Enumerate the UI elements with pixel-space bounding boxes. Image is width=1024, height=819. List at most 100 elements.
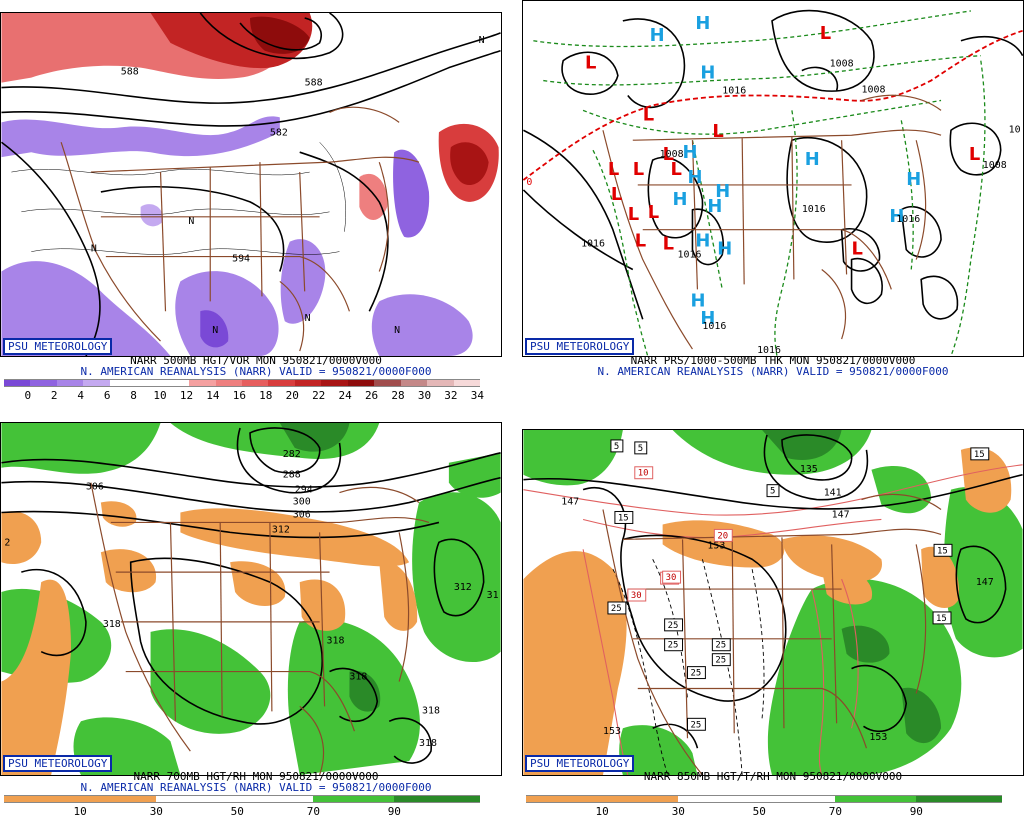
map-700mb: 282 288 294 300 306 312 306 312 318 318 … — [0, 422, 502, 776]
colorbar-tick-label: 10 — [153, 389, 167, 402]
panel-500mb-vorticity: 582 588 594 588 N N N N N N PSU METEOROL… — [0, 0, 512, 409]
temperature-label: 15 — [974, 450, 985, 460]
map-850mb: 147 135 141 147 153 147 153 153 5 5 5 10 15 1… — [522, 429, 1024, 776]
isobar-label: 10 — [1009, 124, 1021, 135]
map-850mb-graphic: 147 135 141 147 153 147 153 153 5 5 5 10 15 1… — [523, 430, 1023, 775]
temperature-label: 10 — [638, 469, 649, 479]
isobar-label: 0 — [526, 177, 532, 188]
low-symbol: L — [628, 204, 639, 225]
height-label: 153 — [603, 726, 621, 737]
height-label: 147 — [832, 509, 850, 520]
high-symbol: H — [695, 231, 710, 252]
vorticity-n-label-4: N — [91, 244, 97, 255]
colorbar-segment — [156, 795, 314, 803]
colorbar-tick-label: 32 — [444, 389, 458, 402]
temperature-box — [664, 618, 684, 632]
colorbar-tick-label: 50 — [230, 805, 244, 818]
colorbar-segment — [400, 379, 428, 387]
low-symbol: L — [663, 234, 674, 255]
colorbar-tick-label: 0 — [24, 389, 32, 402]
temperature-label: 5 — [638, 444, 643, 454]
high-symbol: H — [695, 13, 710, 34]
temperature-box — [664, 638, 684, 652]
panel-caption-product: NARR PRS/1000-500MB THK MON 950821/0000V… — [630, 354, 916, 367]
colorbar-segment — [4, 795, 157, 803]
colorbar-segment — [313, 795, 395, 803]
isobar-label: 1016 — [678, 250, 702, 261]
panel-caption-product: NARR 700MB HGT/RH MON 950821/0000V000 — [133, 770, 379, 783]
temperature-label: 15 — [936, 614, 947, 624]
map-700mb-graphic: 282 288 294 300 306 312 306 312 318 318 … — [1, 423, 501, 775]
height-label: 312 — [454, 582, 472, 593]
colorbar-tick-label: 26 — [364, 389, 379, 402]
high-symbol: H — [889, 206, 904, 227]
isobar-label: 1016 — [896, 214, 920, 225]
temperature-box — [970, 447, 990, 461]
colorbar-tick-label: 90 — [909, 805, 923, 818]
colorbar-segment — [427, 379, 454, 387]
colorbar-segment — [916, 795, 1002, 803]
colorbar-segment — [374, 379, 401, 387]
colorbar-labels: 0 2 4 6 8 10 12 14 16 18 20 22 24 26 28 30 32 34 — [4, 389, 483, 402]
height-label: 306 — [86, 482, 104, 493]
vorticity-n-label-5: N — [212, 325, 218, 336]
high-symbol: H — [683, 142, 698, 163]
isobar-label: 1008 — [660, 149, 684, 160]
isobar-label: 1016 — [702, 321, 726, 332]
low-symbol: L — [633, 159, 644, 180]
height-label: 318 — [327, 636, 345, 647]
colorbar-tick-label: 20 — [285, 389, 299, 402]
height-label: 147 — [976, 577, 994, 588]
temperature-label: 25 — [611, 604, 622, 614]
panel-caption-product: NARR 850MB HGT/T/RH MON 950821/0000V000 — [643, 770, 903, 783]
colorbar-tick-label: 22 — [312, 389, 326, 402]
colorbar-tick-label: 10 — [73, 805, 87, 818]
height-label: 312 — [272, 524, 290, 535]
low-symbol: L — [643, 104, 654, 125]
height-label-594: 594 — [232, 254, 250, 265]
height-label-588: 588 — [305, 78, 323, 89]
low-symbol: L — [635, 231, 646, 252]
height-label: 294 — [295, 485, 313, 496]
colorbar-segment — [394, 795, 480, 803]
colorbar-tick-label: 50 — [752, 805, 766, 818]
high-symbol: H — [690, 290, 705, 311]
temperature-label: 15 — [618, 513, 629, 523]
vorticity-n-label-2: N — [305, 313, 311, 324]
colorbar-tick-label: 14 — [206, 389, 220, 402]
colorbar-tick-label: 4 — [77, 389, 84, 402]
panel-caption-valid: N. AMERICAN REANALYSIS (NARR) VALID = 95… — [597, 365, 949, 378]
map-pressure-graphic: L L L L L L L L L L L L L L L H H H H H — [523, 9, 1023, 356]
colorbar-tick-label: 16 — [232, 389, 246, 402]
panel-pressure-thickness: L L L L L L L L L L L L L L L H H H H H — [512, 0, 1024, 409]
temperature-box — [766, 484, 780, 498]
high-symbol: H — [707, 196, 722, 217]
isobar-label: 1008 — [862, 84, 886, 95]
colorbar-tick-label: 18 — [259, 389, 273, 402]
colorbar-segment — [678, 795, 836, 803]
colorbar-segment — [215, 379, 242, 387]
high-symbol: H — [715, 181, 730, 202]
colorbar-tick-label: 30 — [149, 805, 163, 818]
psu-badge: PSU METEOROLOGY — [526, 339, 634, 354]
isobar-label: 1008 — [983, 160, 1007, 171]
temperature-box — [614, 511, 634, 524]
colorbar-tick-label: 8 — [130, 389, 137, 402]
temperature-box — [686, 717, 706, 731]
height-label: 31 — [487, 590, 499, 601]
temperature-box — [607, 601, 627, 615]
colorbar-tick-label: 34 — [470, 389, 484, 402]
temperature-box — [610, 439, 624, 453]
colorbar-segment — [526, 795, 679, 803]
height-label: 135 — [800, 464, 818, 475]
temperature-label: 25 — [668, 621, 679, 631]
temperature-label: 25 — [668, 641, 679, 651]
colorbar-labels: 10 30 50 70 90 — [4, 806, 480, 818]
temperature-box — [711, 638, 731, 652]
temperature-box — [634, 441, 648, 455]
high-symbol: H — [700, 308, 715, 329]
temperature-labels: 55510151515152030303025252525252525 — [607, 439, 990, 731]
temperature-label: 5 — [614, 442, 619, 452]
colorbar-segment — [242, 379, 269, 387]
low-symbol: L — [712, 121, 723, 142]
